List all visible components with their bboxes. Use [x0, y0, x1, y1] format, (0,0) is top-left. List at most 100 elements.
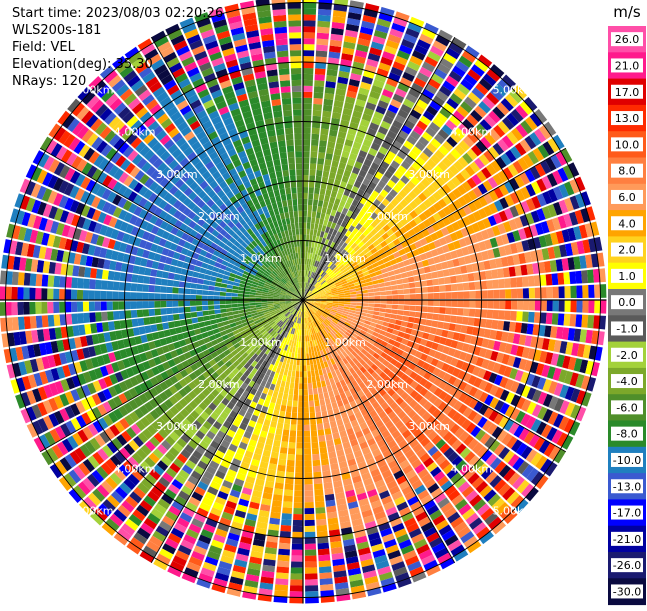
velocity-gate — [232, 286, 238, 290]
velocity-gate — [196, 301, 202, 306]
velocity-gate — [452, 292, 458, 299]
velocity-gate — [303, 193, 308, 199]
velocity-gate — [486, 280, 493, 289]
velocity-gate — [155, 278, 162, 285]
velocity-gate — [295, 478, 303, 484]
velocity-gate — [191, 318, 198, 324]
velocity-gate — [309, 407, 314, 413]
velocity-gate — [303, 3, 316, 9]
velocity-gate — [305, 561, 317, 567]
velocity-gate — [101, 312, 108, 321]
velocity-gate — [272, 500, 282, 507]
velocity-gate — [374, 307, 380, 311]
velocity-gate — [308, 205, 313, 211]
velocity-gate — [290, 585, 303, 591]
velocity-gate — [529, 288, 535, 298]
velocity-gate — [227, 312, 233, 316]
velocity-gate — [325, 398, 331, 405]
velocity-gate — [320, 578, 333, 585]
velocity-gate — [374, 288, 380, 292]
velocity-gate — [452, 300, 458, 307]
velocity-gate — [307, 211, 311, 217]
velocity-gate — [457, 308, 463, 316]
velocity-gate — [356, 291, 362, 294]
velocity-gate — [190, 289, 196, 294]
velocity-gate — [283, 495, 292, 502]
velocity-gate — [202, 295, 208, 300]
velocity-gate — [232, 300, 238, 303]
velocity-gate — [196, 290, 202, 295]
velocity-gate — [391, 285, 397, 290]
velocity-gate — [398, 300, 404, 305]
velocity-gate — [42, 315, 49, 327]
velocity-gate — [333, 302, 339, 304]
velocity-gate — [505, 289, 511, 298]
velocity-gate — [77, 278, 84, 288]
velocity-gate — [305, 550, 317, 556]
velocity-gate — [277, 422, 284, 429]
velocity-gate — [289, 442, 296, 448]
velocity-gate — [291, 413, 297, 419]
velocity-gate — [308, 199, 313, 205]
velocity-gate — [47, 302, 53, 314]
velocity-gate — [290, 573, 303, 579]
velocity-gate — [232, 304, 238, 308]
velocity-gate — [350, 294, 356, 297]
velocity-gate — [276, 572, 289, 579]
velocity-gate — [391, 309, 397, 314]
velocity-gate — [296, 443, 303, 449]
velocity-gate — [308, 389, 313, 395]
velocity-gate — [113, 291, 119, 300]
velocity-gate — [582, 300, 588, 313]
velocity-gate — [287, 370, 291, 376]
velocity-gate — [191, 312, 198, 318]
velocity-gate — [439, 307, 445, 314]
velocity-gate — [427, 313, 434, 319]
velocity-gate — [54, 315, 61, 327]
velocity-gate — [303, 133, 310, 139]
velocity-gate — [24, 273, 31, 286]
velocity-gate — [222, 279, 229, 284]
velocity-gate — [143, 317, 150, 325]
velocity-gate — [328, 391, 334, 398]
velocity-gate — [297, 437, 303, 443]
velocity-gate — [293, 359, 297, 365]
velocity-gate — [310, 359, 314, 365]
velocity-gate — [280, 447, 288, 454]
velocity-gate — [0, 286, 6, 300]
velocity-gate — [173, 280, 180, 286]
velocity-gate — [309, 395, 314, 401]
velocity-gate — [325, 494, 335, 501]
velocity-gate — [298, 341, 300, 347]
velocity-gate — [209, 315, 216, 320]
velocity-gate — [499, 300, 505, 309]
velocity-gate — [463, 300, 469, 307]
velocity-gate — [320, 128, 328, 135]
velocity-gate — [156, 270, 163, 278]
velocity-gate — [294, 383, 298, 389]
velocity-gate — [438, 314, 445, 321]
velocity-gate — [150, 269, 157, 277]
velocity-gate — [368, 296, 374, 299]
velocity-gate — [426, 280, 433, 287]
velocity-gate — [214, 287, 220, 292]
velocity-gate — [428, 293, 434, 299]
velocity-gate — [362, 290, 368, 294]
velocity-gate — [162, 271, 169, 278]
velocity-gate — [287, 460, 295, 466]
velocity-gate — [283, 424, 289, 431]
velocity-gate — [275, 578, 288, 585]
velocity-gate — [315, 218, 320, 224]
velocity-gate — [238, 294, 244, 297]
velocity-gate — [296, 455, 303, 461]
velocity-gate — [65, 302, 71, 313]
velocity-gate — [172, 294, 178, 300]
velocity-gate — [95, 301, 101, 310]
velocity-gate — [304, 472, 312, 478]
velocity-gate — [401, 321, 408, 327]
velocity-gate — [570, 286, 576, 298]
velocity-gate — [487, 290, 493, 299]
velocity-gate — [143, 284, 149, 292]
velocity-gate — [0, 302, 6, 316]
velocity-gate — [303, 14, 316, 20]
